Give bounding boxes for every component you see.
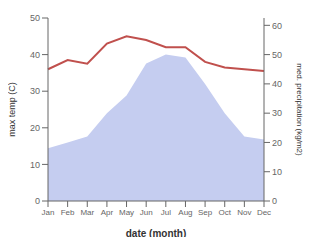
- svg-text:Apr: Apr: [101, 208, 114, 217]
- svg-text:date (month): date (month): [126, 228, 187, 237]
- svg-text:Oct: Oct: [219, 208, 232, 217]
- svg-text:50: 50: [30, 13, 40, 23]
- svg-text:Mar: Mar: [80, 208, 94, 217]
- svg-text:0: 0: [35, 196, 40, 206]
- svg-text:Dec: Dec: [257, 208, 271, 217]
- svg-text:50: 50: [272, 50, 282, 60]
- svg-text:20: 20: [30, 123, 40, 133]
- svg-text:Jul: Jul: [161, 208, 171, 217]
- svg-text:May: May: [119, 208, 134, 217]
- svg-text:Jan: Jan: [42, 208, 55, 217]
- svg-text:30: 30: [30, 86, 40, 96]
- svg-text:10: 10: [30, 160, 40, 170]
- svg-text:Jun: Jun: [140, 208, 153, 217]
- svg-text:max temp (C): max temp (C): [8, 82, 17, 137]
- svg-text:Sep: Sep: [198, 208, 213, 217]
- svg-text:Feb: Feb: [61, 208, 75, 217]
- svg-text:Nov: Nov: [237, 208, 251, 217]
- svg-text:60: 60: [272, 21, 282, 31]
- svg-text:Aug: Aug: [178, 208, 192, 217]
- svg-text:40: 40: [272, 79, 282, 89]
- svg-text:10: 10: [272, 167, 282, 177]
- svg-text:0: 0: [272, 196, 277, 206]
- svg-text:40: 40: [30, 50, 40, 60]
- svg-text:20: 20: [272, 138, 282, 148]
- svg-text:30: 30: [272, 108, 282, 118]
- svg-text:med. precipitation (kg/m2): med. precipitation (kg/m2): [295, 63, 304, 156]
